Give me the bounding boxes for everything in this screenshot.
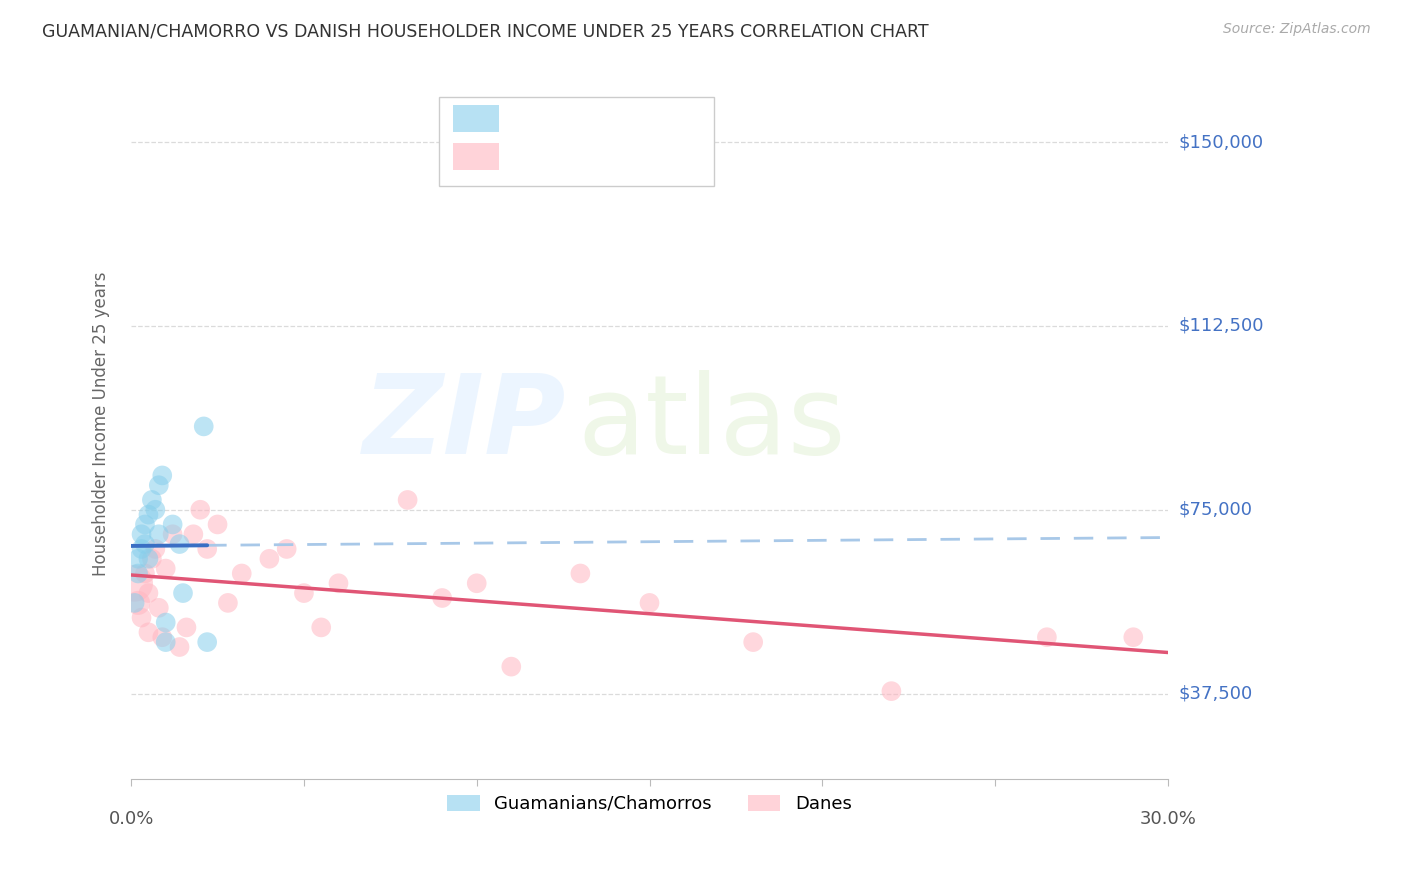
Point	[207, 517, 229, 532]
Text: Source: ZipAtlas.com: Source: ZipAtlas.com	[1223, 22, 1371, 37]
Point	[1122, 630, 1144, 644]
Point	[183, 527, 205, 541]
Text: R =  0.443: R = 0.443	[509, 107, 614, 125]
Point	[148, 527, 170, 541]
Point	[127, 551, 149, 566]
Point	[195, 541, 218, 556]
Point	[124, 596, 146, 610]
Y-axis label: Householder Income Under 25 years: Householder Income Under 25 years	[93, 272, 110, 576]
Bar	[453, 143, 499, 170]
Point	[124, 576, 146, 591]
Point	[188, 502, 211, 516]
Point	[569, 566, 592, 581]
Point	[328, 576, 350, 591]
Text: R = -0.385: R = -0.385	[509, 145, 616, 163]
Point	[396, 492, 419, 507]
Text: ZIP: ZIP	[363, 370, 567, 477]
Point	[231, 566, 253, 581]
Point	[141, 492, 163, 507]
Text: $37,500: $37,500	[1180, 684, 1253, 703]
Point	[501, 659, 523, 673]
Point	[169, 640, 191, 654]
Point	[134, 517, 156, 532]
Point	[141, 551, 163, 566]
Point	[143, 541, 166, 556]
Point	[134, 537, 156, 551]
Point	[276, 541, 298, 556]
Point	[131, 610, 153, 624]
Point	[148, 478, 170, 492]
Point	[193, 419, 215, 434]
Point	[195, 635, 218, 649]
Legend: Guamanians/Chamorros, Danes: Guamanians/Chamorros, Danes	[440, 788, 859, 820]
Point	[880, 684, 903, 698]
Point	[742, 635, 765, 649]
Point	[127, 566, 149, 581]
Text: GUAMANIAN/CHAMORRO VS DANISH HOUSEHOLDER INCOME UNDER 25 YEARS CORRELATION CHART: GUAMANIAN/CHAMORRO VS DANISH HOUSEHOLDER…	[42, 22, 929, 40]
Point	[155, 635, 177, 649]
Text: $150,000: $150,000	[1180, 133, 1264, 151]
Point	[430, 591, 453, 605]
Point	[162, 527, 184, 541]
Point	[1036, 630, 1059, 644]
Point	[309, 620, 332, 634]
Text: 30.0%: 30.0%	[1139, 810, 1197, 828]
Point	[176, 620, 198, 634]
Text: atlas: atlas	[576, 370, 845, 477]
Point	[638, 596, 661, 610]
Point	[138, 586, 160, 600]
Text: N = 21: N = 21	[624, 107, 692, 125]
Point	[131, 541, 153, 556]
Point	[217, 596, 239, 610]
Point	[143, 502, 166, 516]
Point	[162, 517, 184, 532]
Text: $75,000: $75,000	[1180, 500, 1253, 519]
FancyBboxPatch shape	[439, 97, 714, 186]
Point	[292, 586, 315, 600]
Point	[138, 625, 160, 640]
Text: N = 35: N = 35	[624, 145, 692, 163]
Point	[131, 527, 153, 541]
Point	[127, 596, 149, 610]
Text: $112,500: $112,500	[1180, 317, 1264, 334]
Point	[134, 566, 156, 581]
Point	[150, 630, 173, 644]
Point	[169, 537, 191, 551]
Point	[465, 576, 488, 591]
Text: 0.0%: 0.0%	[108, 810, 153, 828]
Point	[259, 551, 281, 566]
Point	[138, 551, 160, 566]
Point	[155, 561, 177, 575]
Point	[150, 468, 173, 483]
Point	[172, 586, 194, 600]
Point	[138, 508, 160, 522]
Bar	[453, 105, 499, 133]
Point	[155, 615, 177, 630]
Point	[148, 600, 170, 615]
